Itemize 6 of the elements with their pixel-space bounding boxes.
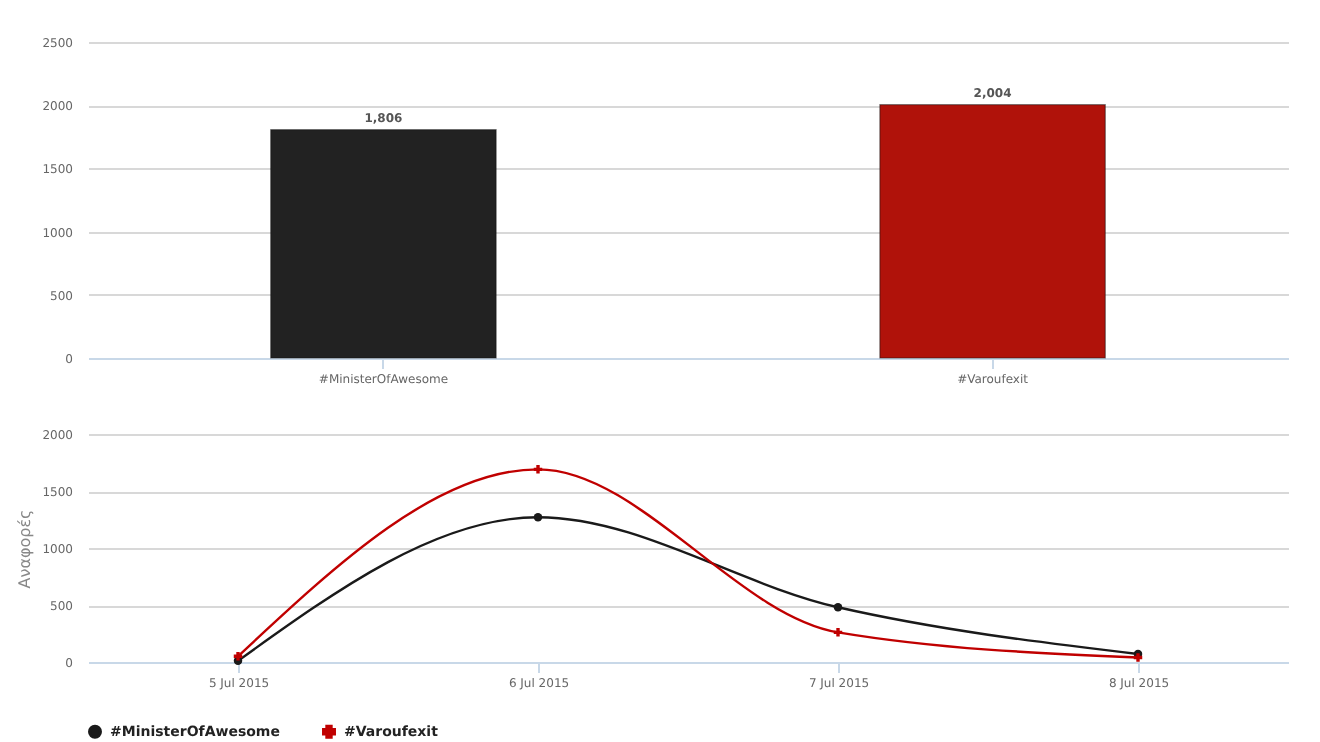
point	[833, 603, 843, 612]
point	[833, 628, 843, 637]
point	[233, 652, 243, 661]
y-axis-title: Αναφορές	[16, 509, 35, 589]
point	[533, 465, 543, 474]
point	[533, 512, 543, 522]
